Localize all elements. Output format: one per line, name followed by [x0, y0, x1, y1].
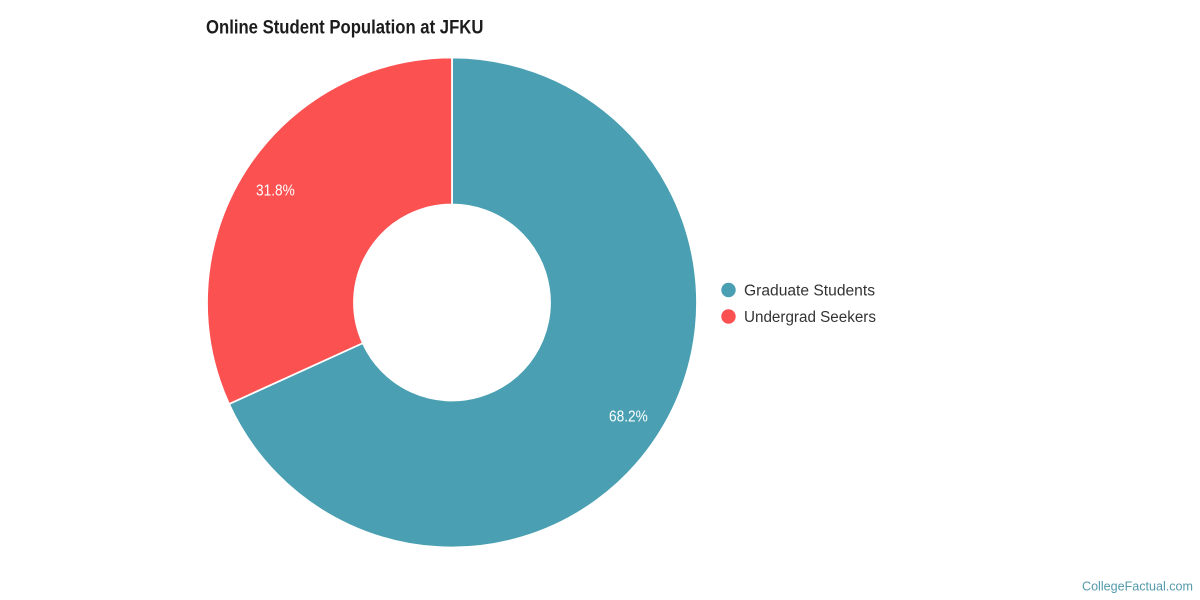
svg-text:Online Student Population at J: Online Student Population at JFKU [206, 16, 483, 38]
svg-text:CollegeFactual.com: CollegeFactual.com [1082, 578, 1193, 593]
svg-text:Graduate Students: Graduate Students [744, 283, 875, 300]
svg-text:31.8%: 31.8% [256, 183, 295, 200]
svg-text:68.2%: 68.2% [609, 409, 648, 426]
svg-text:Undergrad Seekers: Undergrad Seekers [744, 309, 876, 326]
